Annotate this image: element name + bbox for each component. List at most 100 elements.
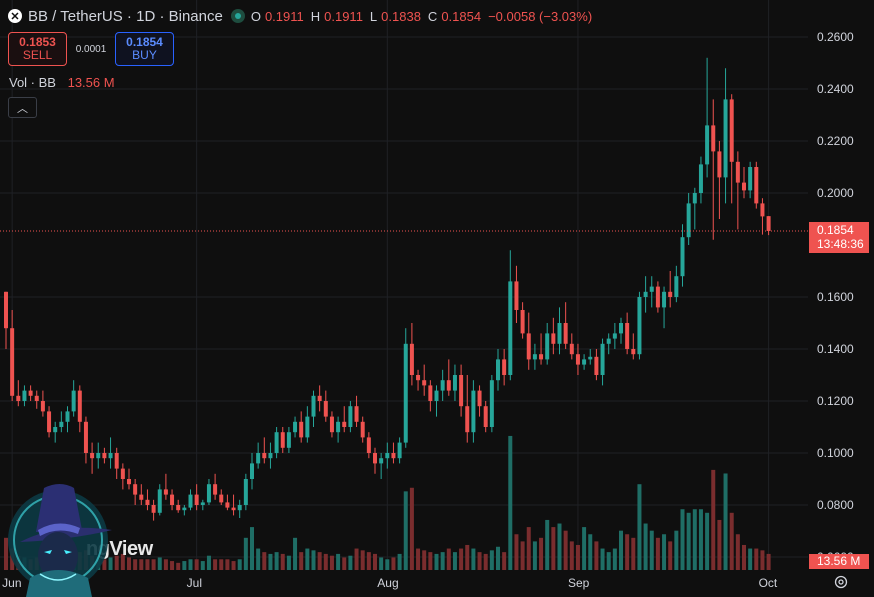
candle-body bbox=[348, 406, 353, 427]
candle bbox=[471, 380, 476, 443]
candle-body bbox=[311, 395, 316, 417]
candle-body bbox=[40, 401, 45, 412]
candle-body bbox=[286, 432, 291, 448]
candle bbox=[22, 385, 27, 407]
time-tick-label: Jun bbox=[2, 576, 21, 590]
grid bbox=[0, 0, 808, 570]
candle bbox=[526, 312, 531, 370]
candle bbox=[397, 437, 402, 464]
candle bbox=[545, 323, 550, 365]
volume-bar bbox=[354, 548, 359, 570]
volume-bar bbox=[102, 559, 107, 570]
candle-body bbox=[219, 494, 224, 503]
volume-bar bbox=[323, 553, 328, 570]
candle-body bbox=[280, 432, 285, 448]
candle-body bbox=[575, 354, 580, 365]
candle bbox=[496, 349, 500, 391]
candle-body bbox=[612, 333, 617, 339]
volume-bar bbox=[250, 527, 254, 570]
sell-button[interactable]: 0.1853 SELL bbox=[8, 32, 67, 66]
candle-body bbox=[428, 385, 433, 401]
candle-body bbox=[643, 291, 648, 297]
candle bbox=[502, 349, 507, 386]
candle-body bbox=[102, 453, 107, 459]
candle bbox=[182, 505, 187, 516]
candle bbox=[10, 310, 15, 401]
candle bbox=[120, 463, 125, 490]
candle bbox=[483, 401, 488, 433]
candle-body bbox=[742, 182, 746, 191]
candle-body bbox=[717, 151, 722, 178]
candle bbox=[563, 302, 568, 349]
candle bbox=[711, 99, 716, 240]
candle-body bbox=[28, 390, 33, 396]
collapse-legend-button[interactable]: ︿ bbox=[8, 97, 37, 118]
candle-body bbox=[477, 390, 482, 407]
volume-bar bbox=[496, 546, 500, 570]
candle-body bbox=[127, 479, 131, 485]
ohlc-open-key: O bbox=[250, 8, 261, 24]
candle bbox=[28, 385, 33, 401]
exchange-logo-icon[interactable]: ✕ bbox=[8, 9, 22, 23]
candle bbox=[446, 359, 451, 396]
volume-bar bbox=[600, 548, 605, 570]
volume-bar bbox=[151, 559, 156, 570]
candle-body bbox=[391, 453, 396, 459]
candle-body bbox=[250, 463, 254, 479]
candle bbox=[551, 317, 556, 355]
volume-bar bbox=[539, 537, 544, 570]
candle-body bbox=[655, 286, 660, 308]
buy-button[interactable]: 0.1854 BUY bbox=[115, 32, 174, 66]
candle bbox=[434, 385, 439, 417]
candle-body bbox=[317, 395, 322, 401]
candle-body bbox=[483, 406, 488, 427]
volume-bar bbox=[631, 537, 636, 570]
candle bbox=[200, 499, 205, 511]
candle-body bbox=[274, 432, 279, 453]
volume-legend[interactable]: Vol · BB 13.56 M bbox=[9, 75, 115, 90]
candle-body bbox=[692, 193, 697, 204]
ohlc-open-value: 0.1911 bbox=[264, 8, 304, 24]
volume-bar bbox=[668, 541, 673, 570]
candle-body bbox=[416, 375, 421, 381]
settings-gear-icon[interactable] bbox=[833, 574, 849, 590]
candle-body bbox=[520, 310, 525, 334]
candle bbox=[145, 489, 150, 511]
candle-body bbox=[489, 380, 494, 427]
volume-bar bbox=[471, 548, 476, 570]
candle bbox=[323, 390, 328, 422]
volume-bar bbox=[557, 523, 562, 570]
candle bbox=[40, 390, 45, 417]
candle bbox=[299, 411, 304, 443]
candle bbox=[34, 390, 39, 409]
candle bbox=[416, 369, 421, 391]
candle bbox=[133, 479, 138, 505]
candle-body bbox=[723, 99, 728, 178]
candle bbox=[213, 473, 218, 500]
spread-value: 0.0001 bbox=[75, 43, 107, 55]
market-status-icon[interactable] bbox=[230, 9, 245, 23]
candle bbox=[440, 369, 445, 401]
volume-bar bbox=[409, 487, 414, 570]
volume-bar bbox=[575, 544, 580, 570]
candle bbox=[354, 395, 359, 427]
volume-bar bbox=[649, 530, 654, 570]
ohlc-values: O 0.1911 H 0.1911 L 0.1838 C 0.1854 −0.0058 … bbox=[251, 9, 595, 24]
volume-bar bbox=[256, 548, 261, 570]
symbol-title[interactable]: BB / TetherUS · 1D · Binance bbox=[28, 7, 223, 25]
candle bbox=[47, 406, 52, 438]
candle-body bbox=[526, 333, 531, 360]
candle bbox=[637, 291, 642, 360]
candle bbox=[655, 281, 660, 313]
volume-bar bbox=[225, 559, 230, 570]
candle bbox=[127, 468, 131, 490]
volume-bar bbox=[662, 534, 667, 570]
time-axis: Jun Jul Aug Sep Oct bbox=[2, 576, 778, 590]
volume-bar bbox=[674, 530, 679, 570]
candle bbox=[336, 416, 341, 443]
volume-bar bbox=[348, 555, 353, 570]
candle bbox=[692, 187, 697, 230]
volume-legend-name: Vol · BB bbox=[9, 75, 56, 90]
volume-bar bbox=[446, 548, 451, 570]
